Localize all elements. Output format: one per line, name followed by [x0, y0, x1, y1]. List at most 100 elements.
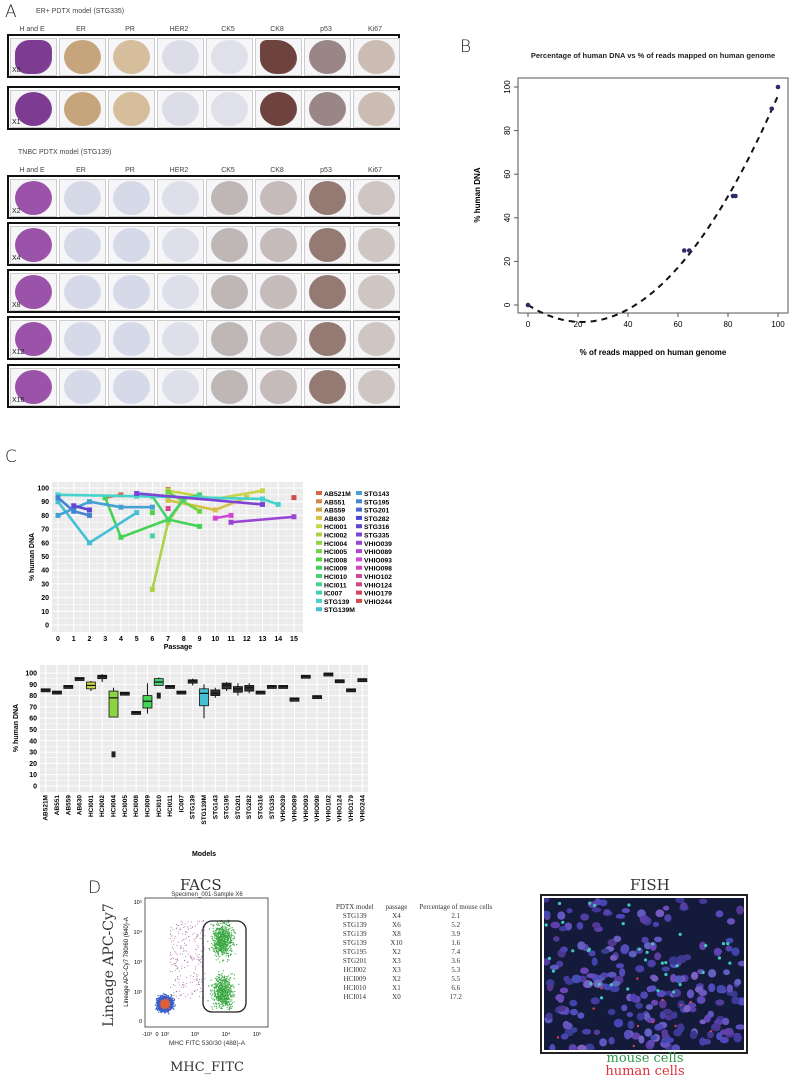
- nucleus: [715, 999, 725, 1006]
- cell-dot: [234, 936, 236, 938]
- cell-dot: [229, 987, 231, 989]
- cell-dot: [224, 975, 226, 977]
- y-tick-label: 80: [503, 126, 512, 135]
- cell-dot: [174, 979, 176, 981]
- cell-dot: [222, 1002, 224, 1004]
- mouse-cell-signal: [557, 901, 562, 906]
- cell-dot: [220, 982, 222, 984]
- cell-dot: [217, 958, 219, 960]
- table-cell: STG139: [342, 939, 367, 947]
- ihc-core-image: [304, 179, 351, 217]
- cell-dot: [225, 924, 228, 926]
- cell-dot: [221, 950, 224, 952]
- tissue-core: [15, 181, 52, 215]
- ihc-core-image: [353, 368, 400, 406]
- cell-dot: [230, 1000, 232, 1002]
- cell-dot: [230, 989, 232, 991]
- cell-dot: [227, 994, 229, 996]
- cell-dot: [222, 949, 224, 952]
- nucleus: [590, 997, 600, 1005]
- cell-dot: [213, 944, 215, 946]
- cell-dot: [217, 983, 219, 985]
- cell-dot: [218, 971, 220, 973]
- cell-dot: [229, 936, 232, 938]
- column-header: PR: [125, 26, 135, 33]
- ihc-core-image: [10, 38, 57, 76]
- cell-dot: [220, 947, 223, 949]
- cell-dot: [221, 954, 223, 956]
- cell-dot: [226, 945, 228, 947]
- cell-dot: [216, 989, 218, 992]
- cell-dot: [212, 948, 214, 951]
- tissue-core: [15, 228, 52, 262]
- cell-dot: [214, 984, 216, 986]
- cell-dot: [225, 927, 227, 929]
- ihc-core-image: [304, 368, 351, 406]
- cell-dot: [232, 991, 234, 993]
- cell-dot: [193, 979, 195, 981]
- nucleus: [689, 1030, 698, 1040]
- cell-dot: [231, 996, 233, 998]
- y-tick-label: 10: [41, 609, 49, 616]
- cell-dot: [166, 995, 168, 997]
- cell-dot: [226, 985, 228, 987]
- cell-dot: [227, 937, 229, 939]
- cell-dot: [159, 995, 162, 998]
- cell-dot: [172, 970, 174, 972]
- cell-dot: [200, 961, 202, 963]
- ihc-row: X1: [7, 86, 400, 130]
- cell-dot: [158, 998, 161, 1000]
- human-cell-signal: [600, 987, 603, 990]
- cell-dot: [215, 947, 217, 949]
- cell-dot: [188, 953, 190, 955]
- cell-dot: [223, 950, 225, 953]
- cell-dot: [230, 995, 232, 997]
- cell-dot: [196, 988, 198, 990]
- nucleus: [563, 975, 570, 982]
- cell-dot: [215, 955, 218, 957]
- cell-dot: [185, 986, 187, 988]
- cell-dot: [220, 1007, 222, 1009]
- nucleus: [550, 921, 561, 929]
- ihc-core-image: [10, 320, 57, 358]
- column-header: p53: [320, 167, 332, 174]
- x-tick-label: STG201: [235, 795, 242, 820]
- cell-dot: [222, 1005, 224, 1007]
- legend-swatch: [356, 499, 362, 504]
- cell-dot: [233, 974, 235, 976]
- cell-dot: [213, 999, 215, 1002]
- human-cell-signal: [636, 1024, 640, 1028]
- nucleus: [603, 984, 613, 991]
- nucleus: [662, 1008, 673, 1015]
- column-header: H and E: [19, 167, 45, 174]
- cell-dot: [217, 934, 219, 937]
- cell-dot: [218, 940, 221, 942]
- mouse-cell-signal: [593, 903, 597, 908]
- tissue-core: [162, 92, 199, 126]
- cell-dot: [193, 972, 195, 974]
- cell-dot: [225, 985, 227, 987]
- tissue-core: [162, 228, 199, 262]
- cell-dot: [213, 924, 215, 926]
- cell-dot: [164, 998, 166, 1001]
- y-tick-label: 60: [503, 169, 512, 178]
- tissue-core: [211, 40, 248, 74]
- cell-dot: [223, 948, 225, 950]
- legend-swatch: [356, 491, 362, 495]
- mhc-gate: [202, 920, 247, 1013]
- chart-title: Percentage of human DNA vs % of reads ma…: [531, 51, 775, 60]
- legend-label: VHIO244: [364, 599, 392, 606]
- cell-dot: [175, 962, 177, 964]
- cell-dot: [226, 1002, 228, 1004]
- y-tick-label: 90: [41, 499, 49, 506]
- cell-dot: [228, 979, 230, 981]
- cell-dot: [222, 944, 224, 946]
- cell-dot: [171, 946, 173, 948]
- cell-dot: [198, 981, 200, 983]
- ihc-core-image: [59, 226, 106, 264]
- x-tick-label: 11: [227, 636, 235, 643]
- x-tick-label: STG139M: [201, 795, 208, 825]
- cell-dot: [222, 996, 224, 998]
- cell-dot: [221, 937, 223, 939]
- cell-dot: [166, 996, 169, 999]
